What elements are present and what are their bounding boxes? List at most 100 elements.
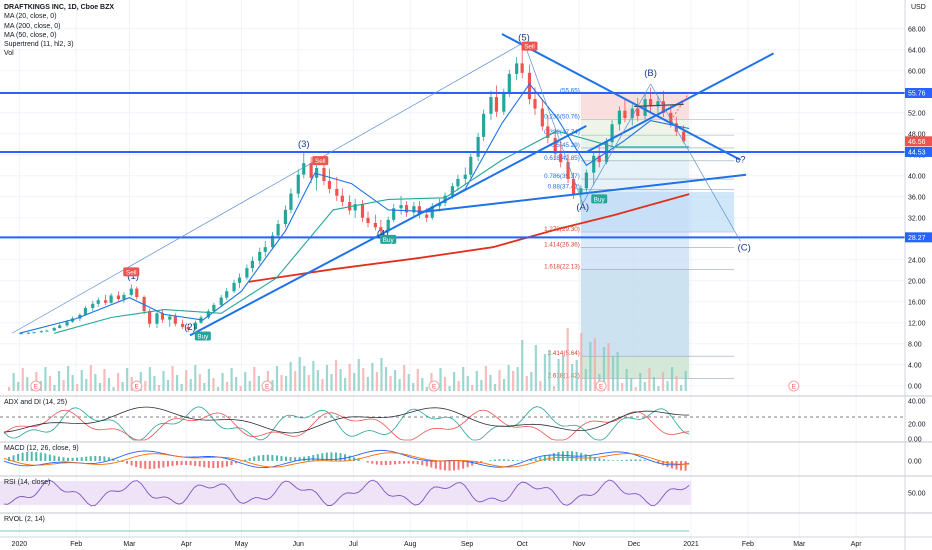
adx-pane-label[interactable]: ADX and DI (14, 25) — [4, 399, 68, 406]
macd-histogram-bar — [512, 459, 515, 461]
rvol-pane-label[interactable]: RVOL (2, 14) — [4, 516, 45, 523]
macd-histogram-bar — [8, 457, 10, 461]
macd-histogram-bar — [257, 455, 260, 461]
earnings-label: E — [599, 384, 603, 391]
signal-label: Buy — [197, 333, 209, 340]
volume-bar — [625, 369, 628, 391]
macd-histogram-bar — [171, 461, 174, 466]
volume-bar — [684, 371, 687, 391]
volume-bar — [648, 368, 651, 391]
macd-histogram-bar — [294, 457, 297, 461]
macd-histogram-bar — [412, 461, 415, 464]
macd-histogram-bar — [384, 461, 387, 466]
macd-histogram-bar — [552, 453, 555, 461]
candle-body — [45, 330, 49, 332]
candle-body — [669, 112, 673, 124]
candle-body — [65, 321, 69, 326]
price-tick-label: 4.00 — [908, 362, 922, 369]
signal-marker — [591, 194, 608, 204]
legend-supertrend[interactable]: Supertrend (11, hl2, 3) — [4, 41, 74, 49]
candle-body — [193, 322, 198, 330]
candle-body — [630, 108, 634, 118]
macd-histogram-bar — [180, 461, 183, 465]
candle-body — [379, 227, 383, 232]
volume-bar — [198, 374, 201, 391]
macd-histogram-bar — [393, 461, 396, 465]
time-tick-label: Jun — [293, 541, 304, 548]
macd-histogram-bar — [26, 451, 29, 461]
rsi-pane-label[interactable]: RSI (14, close) — [4, 479, 51, 486]
fib-level-label: 2.414(5.64) — [548, 350, 580, 357]
macd-histogram-bar — [380, 461, 383, 465]
volume-bar — [539, 381, 542, 391]
volume-bar — [403, 365, 406, 391]
legend-volume[interactable]: Vol — [4, 50, 14, 58]
volume-bar — [89, 365, 92, 391]
candle-body — [129, 288, 133, 295]
volume-bar — [571, 364, 574, 391]
price-tick-label: 60.00 — [908, 68, 926, 75]
macd-histogram-bar — [375, 461, 378, 465]
candle-body — [283, 209, 288, 225]
volume-bar — [493, 384, 497, 391]
wave-labels: (1) (2) (3) (4) (5) (A) (B) c? (C) Sell Buy Sell Buy… — [30, 32, 800, 392]
candle-body — [39, 331, 43, 333]
volume-bar — [103, 369, 106, 391]
macd-histogram-bar — [44, 453, 47, 461]
candle-body — [206, 311, 210, 318]
volume-bar — [248, 381, 251, 391]
macd-histogram-bar — [39, 452, 42, 461]
volume-bar — [321, 379, 324, 391]
signal-marker — [312, 156, 329, 166]
candle-body — [649, 99, 653, 107]
price-tick-label: 68.00 — [908, 26, 926, 33]
macd-histogram-bar — [17, 453, 20, 461]
volume-bar — [584, 369, 587, 391]
macd-histogram-bar — [466, 461, 469, 468]
adx-tick-label: 0.00 — [908, 437, 922, 444]
volume-bar — [498, 370, 501, 391]
candle-body — [617, 110, 622, 125]
legend-ma200[interactable]: MA (200, close, 0) — [4, 22, 61, 30]
macd-histogram-bar — [634, 459, 637, 461]
volume-bar — [362, 368, 365, 391]
macd-histogram-bar — [666, 461, 669, 467]
macd-histogram-bar — [126, 461, 129, 464]
volume-bar — [207, 369, 211, 391]
fib-zone — [580, 269, 690, 357]
macd-histogram-bar — [298, 457, 301, 461]
fib-level-label: 0.88(37.42) — [548, 183, 580, 190]
fib-level-label: (55.65) — [560, 88, 580, 95]
volume-bar — [471, 385, 474, 391]
volume-bar — [366, 377, 369, 391]
candle-body — [91, 303, 95, 309]
candle-body — [135, 288, 139, 298]
time-tick-label: Sep — [461, 541, 474, 548]
wave-label: (5) — [518, 32, 530, 43]
candle-body — [340, 195, 344, 202]
candle-body — [566, 162, 570, 179]
macd-tick-label: 0.00 — [908, 459, 922, 466]
legend-ma20[interactable]: MA (20, close, 0) — [4, 13, 57, 21]
volume-bar — [76, 384, 79, 391]
candle-body — [417, 206, 421, 215]
di-plus-line — [3, 406, 690, 441]
candle-body — [546, 126, 550, 138]
macd-histogram-bar — [534, 458, 537, 461]
volume-bar — [275, 366, 279, 391]
candle-body — [636, 108, 640, 116]
macd-histogram-bar — [230, 461, 233, 466]
resistance-trendline — [501, 33, 741, 161]
time-tick-label: Jul — [349, 541, 358, 548]
wave-label: (A) — [576, 202, 589, 213]
candle-body — [643, 99, 647, 116]
ma-line — [19, 82, 690, 334]
volume-bar — [507, 365, 510, 391]
macd-pane-label[interactable]: MACD (12, 26, close, 9) — [4, 445, 79, 452]
volume-bar — [48, 376, 52, 391]
legend-ma50[interactable]: MA (50, close, 0) — [4, 31, 57, 39]
macd-histogram-bar — [498, 459, 501, 461]
volume-bar — [666, 381, 669, 391]
candle-body — [70, 318, 75, 322]
macd-histogram-bar — [244, 459, 247, 461]
